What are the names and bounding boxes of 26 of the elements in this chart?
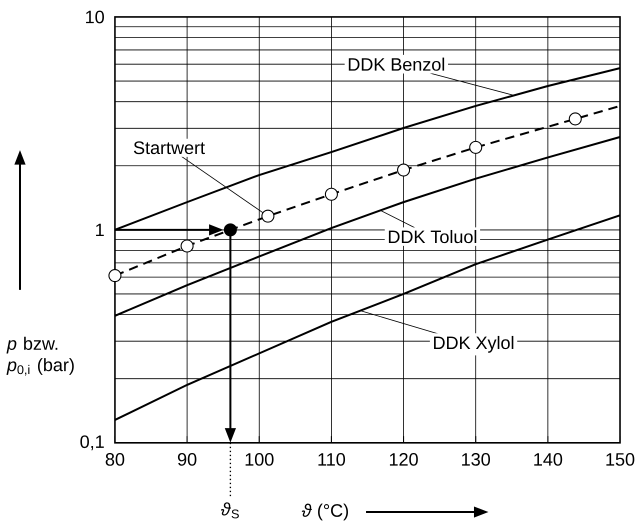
x-tick-label: 150	[606, 453, 634, 466]
point	[469, 141, 482, 154]
point	[108, 269, 122, 282]
legend-label: DDK Toluol	[388, 230, 476, 244]
point	[397, 164, 410, 177]
x-tick-label: 140	[534, 453, 562, 466]
x-tick-label: 90	[178, 453, 196, 466]
point	[180, 240, 194, 253]
text: ϑ$_{S}$	[220, 502, 239, 519]
x-tick-label: 100	[246, 453, 274, 466]
x-tick-label: 130	[462, 453, 490, 466]
point	[261, 210, 274, 223]
y-tick-label: 10	[86, 10, 104, 24]
point	[224, 223, 237, 237]
x-axis-title: ϑ (°C)	[302, 504, 348, 521]
text: DDK Benzol	[348, 58, 444, 71]
text: DDK Xylol	[434, 336, 514, 353]
x-tick-label: 110	[318, 453, 346, 466]
annotation: Startwert	[134, 142, 205, 154]
x-tick-label: 120	[390, 453, 418, 466]
y-tick-label: 0,1	[80, 435, 104, 450]
y-tick-label: 1	[96, 224, 104, 236]
y-axis-title: p bzw. p$_{0,i}$ (bar)	[6, 336, 74, 376]
point	[568, 112, 582, 126]
point	[324, 188, 338, 201]
x-tick-label: 80	[106, 453, 124, 466]
